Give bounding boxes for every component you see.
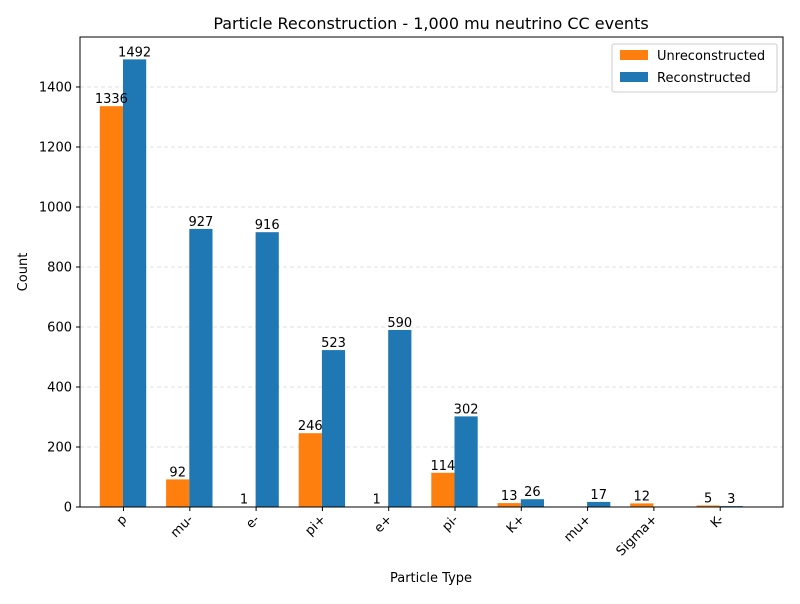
bar-value-label-unreconstructed: 12 <box>634 489 651 504</box>
y-tick-label: 400 <box>47 380 72 395</box>
bar-value-label-reconstructed: 590 <box>387 316 412 331</box>
chart-title: Particle Reconstruction - 1,000 mu neutr… <box>213 14 648 33</box>
y-tick-label: 1400 <box>39 80 72 95</box>
bar-value-label-unreconstructed: 1 <box>240 493 248 508</box>
bar-value-label-unreconstructed: 92 <box>169 465 186 480</box>
bar-value-label-reconstructed: 1492 <box>118 45 151 60</box>
legend-swatch-unreconstructed <box>620 50 648 60</box>
bar-value-label-unreconstructed: 13 <box>501 489 518 504</box>
y-axis-label: Count <box>16 253 31 292</box>
x-axis-label: Particle Type <box>390 571 472 586</box>
y-tick-label: 200 <box>47 440 72 455</box>
bar-value-label-reconstructed: 916 <box>255 218 280 233</box>
bar-reconstructed <box>123 59 146 507</box>
bar-value-label-unreconstructed: 1336 <box>95 92 128 107</box>
bar-reconstructed <box>189 229 212 507</box>
bar-value-label-reconstructed: 523 <box>321 336 346 351</box>
bar-reconstructed <box>521 499 544 507</box>
bar-value-label-reconstructed: 302 <box>454 402 479 417</box>
legend: Unreconstructed Reconstructed <box>612 44 777 92</box>
bar-unreconstructed <box>299 433 322 507</box>
legend-swatch-reconstructed <box>620 72 648 82</box>
legend-label-reconstructed: Reconstructed <box>657 71 751 86</box>
y-tick-label: 800 <box>47 260 72 275</box>
bar-unreconstructed <box>431 473 454 507</box>
bar-unreconstructed <box>100 106 123 507</box>
y-tick-label: 0 <box>64 501 72 516</box>
y-tick-label: 1200 <box>39 140 72 155</box>
bar-value-label-unreconstructed: 114 <box>430 459 455 474</box>
bar-value-label-unreconstructed: 246 <box>298 419 323 434</box>
bar-value-label-unreconstructed: 1 <box>372 493 380 508</box>
y-tick-label: 1000 <box>39 200 72 215</box>
bar-reconstructed <box>256 232 279 507</box>
bar-reconstructed <box>322 350 345 507</box>
legend-label-unreconstructed: Unreconstructed <box>657 49 765 64</box>
y-tick-label: 600 <box>47 320 72 335</box>
bar-value-label-reconstructed: 17 <box>590 488 607 503</box>
bar-value-label-reconstructed: 26 <box>524 485 541 500</box>
bar-value-label-reconstructed: 3 <box>727 492 735 507</box>
bar-reconstructed <box>388 330 411 507</box>
bar-value-label-reconstructed: 927 <box>188 215 213 230</box>
bar-reconstructed <box>455 416 478 507</box>
bar-value-label-unreconstructed: 5 <box>704 491 712 506</box>
bar-unreconstructed <box>166 479 189 507</box>
